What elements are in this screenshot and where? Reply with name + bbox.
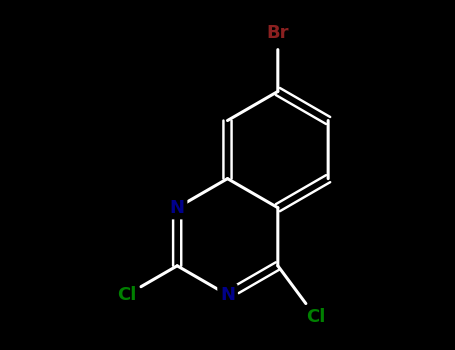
Text: N: N [220,286,235,304]
Text: Br: Br [267,25,289,42]
Text: N: N [170,199,185,217]
Text: Cl: Cl [117,286,136,304]
Text: Cl: Cl [306,308,325,326]
